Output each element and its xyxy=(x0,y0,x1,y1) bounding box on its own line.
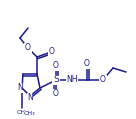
Text: O: O xyxy=(53,89,59,99)
Text: O: O xyxy=(84,60,90,69)
Text: S: S xyxy=(53,75,59,84)
Text: O: O xyxy=(49,47,55,55)
Text: N: N xyxy=(27,94,33,102)
Text: O: O xyxy=(53,62,59,70)
Text: CH₃: CH₃ xyxy=(16,109,28,114)
Text: CH₃: CH₃ xyxy=(24,111,36,116)
Text: N: N xyxy=(17,84,23,92)
Text: NH: NH xyxy=(66,75,78,84)
Text: O: O xyxy=(25,44,31,52)
Text: O: O xyxy=(100,75,106,84)
